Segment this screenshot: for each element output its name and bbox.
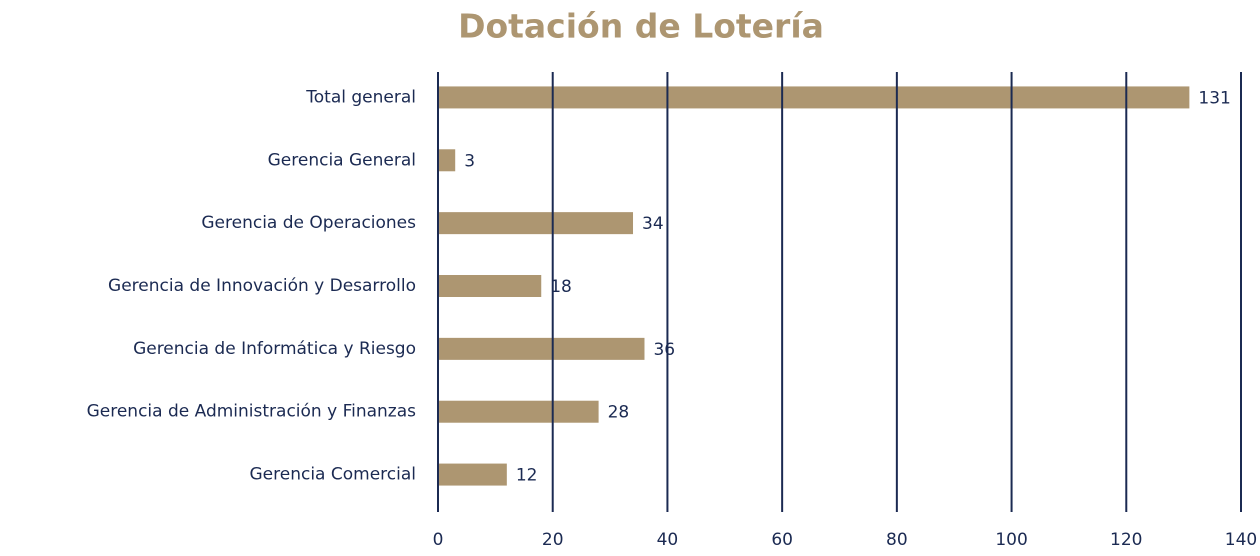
bar	[438, 149, 456, 172]
y-tick-label: Total general	[305, 87, 416, 107]
y-tick-label: Gerencia de Operaciones	[201, 213, 416, 233]
data-label: 18	[550, 277, 572, 297]
x-tick-label: 20	[542, 530, 564, 550]
y-tick-label: Gerencia de Informática y Riesgo	[133, 339, 416, 359]
x-tick-label: 120	[1110, 530, 1142, 550]
data-label: 12	[516, 466, 538, 486]
data-label: 131	[1198, 88, 1230, 108]
data-label: 36	[653, 340, 675, 360]
x-tick-label: 140	[1225, 530, 1257, 550]
bar	[438, 337, 645, 360]
y-tick-label: Gerencia de Innovación y Desarrollo	[108, 276, 416, 296]
x-tick-label: 0	[433, 530, 444, 550]
x-tick-label: 60	[771, 530, 793, 550]
y-tick-label: Gerencia Comercial	[250, 465, 417, 485]
x-tick-label: 40	[657, 530, 679, 550]
bar	[438, 212, 634, 235]
data-label: 34	[642, 214, 664, 234]
bar	[438, 400, 599, 423]
y-tick-label: Gerencia General	[268, 150, 416, 170]
bar	[438, 86, 1190, 109]
y-tick-label: Gerencia de Administración y Finanzas	[87, 402, 417, 422]
bar	[438, 275, 542, 297]
chart-title: Dotación de Lotería	[458, 7, 824, 46]
bar	[438, 463, 507, 486]
x-tick-label: 80	[886, 530, 908, 550]
x-tick-label: 100	[995, 530, 1027, 550]
data-label: 28	[608, 403, 630, 423]
data-label: 3	[464, 151, 475, 171]
